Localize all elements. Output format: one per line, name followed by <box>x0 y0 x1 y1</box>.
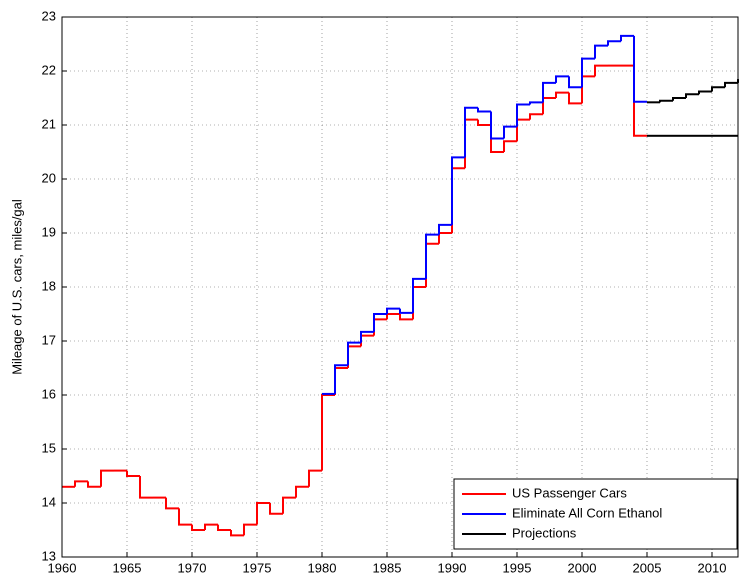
step <box>555 91 569 98</box>
x-tick-label: 1995 <box>503 560 532 575</box>
step <box>334 364 348 394</box>
step <box>568 92 582 105</box>
step <box>555 75 569 83</box>
step <box>633 35 647 103</box>
step <box>217 524 231 531</box>
step <box>698 90 712 95</box>
step <box>204 523 218 530</box>
step <box>321 394 335 471</box>
step <box>412 277 426 313</box>
step <box>360 330 374 343</box>
x-tick-label: 2005 <box>633 560 662 575</box>
step <box>165 497 179 510</box>
step <box>191 524 205 531</box>
step <box>451 156 465 225</box>
x-tick-label: 2000 <box>568 560 597 575</box>
step <box>282 496 296 514</box>
step <box>256 502 270 525</box>
step <box>568 76 582 89</box>
axes-box <box>61 16 739 558</box>
step <box>386 307 400 314</box>
step <box>74 480 88 487</box>
step <box>230 530 244 537</box>
y-tick-label: 17 <box>42 332 56 347</box>
step <box>425 233 439 279</box>
y-tick-label: 21 <box>42 116 56 131</box>
y-tick-label: 16 <box>42 386 56 401</box>
step <box>607 40 621 46</box>
step <box>178 508 192 526</box>
step <box>594 44 608 59</box>
step <box>100 469 114 487</box>
legend-label: Eliminate All Corn Ethanol <box>512 505 662 520</box>
step <box>724 81 738 88</box>
step <box>516 103 530 127</box>
step <box>477 119 491 126</box>
step <box>243 523 257 536</box>
x-tick-label: 1980 <box>308 560 337 575</box>
y-tick-label: 22 <box>42 62 56 77</box>
x-tick-label: 1990 <box>438 560 467 575</box>
step <box>269 503 283 515</box>
step <box>672 97 686 101</box>
step <box>308 469 322 487</box>
step <box>399 308 413 314</box>
step <box>295 485 309 498</box>
step <box>594 64 608 77</box>
step <box>438 223 452 235</box>
y-tick-label: 13 <box>42 548 56 563</box>
y-axis-label: Mileage of U.S. cars, miles/gal <box>9 199 24 375</box>
y-tick-label: 23 <box>42 8 56 23</box>
step <box>659 99 673 103</box>
step <box>87 481 101 488</box>
step <box>399 314 413 321</box>
y-tick-label: 18 <box>42 278 56 293</box>
x-tick-label: 1965 <box>113 560 142 575</box>
step <box>529 113 543 120</box>
step <box>620 34 634 42</box>
step <box>711 86 725 92</box>
legend-label: US Passenger Cars <box>512 485 627 500</box>
step <box>464 106 478 158</box>
x-tick-label: 1970 <box>178 560 207 575</box>
step <box>347 341 361 366</box>
legend-label: Projections <box>512 525 577 540</box>
y-tick-label: 15 <box>42 440 56 455</box>
x-tick-label: 1985 <box>373 560 402 575</box>
step <box>542 81 556 103</box>
y-tick-label: 19 <box>42 224 56 239</box>
step <box>139 476 153 499</box>
x-tick-label: 1975 <box>243 560 272 575</box>
step <box>477 107 491 113</box>
step <box>685 93 699 98</box>
step <box>529 101 543 105</box>
y-tick-label: 14 <box>42 494 56 509</box>
step <box>503 125 517 139</box>
step <box>503 140 517 152</box>
x-tick-label: 1960 <box>48 560 77 575</box>
step <box>581 57 595 88</box>
step <box>126 470 140 477</box>
step <box>373 313 387 332</box>
plot-area <box>62 17 738 557</box>
y-tick-label: 20 <box>42 170 56 185</box>
step <box>490 111 504 140</box>
x-tick-label: 2010 <box>698 560 727 575</box>
